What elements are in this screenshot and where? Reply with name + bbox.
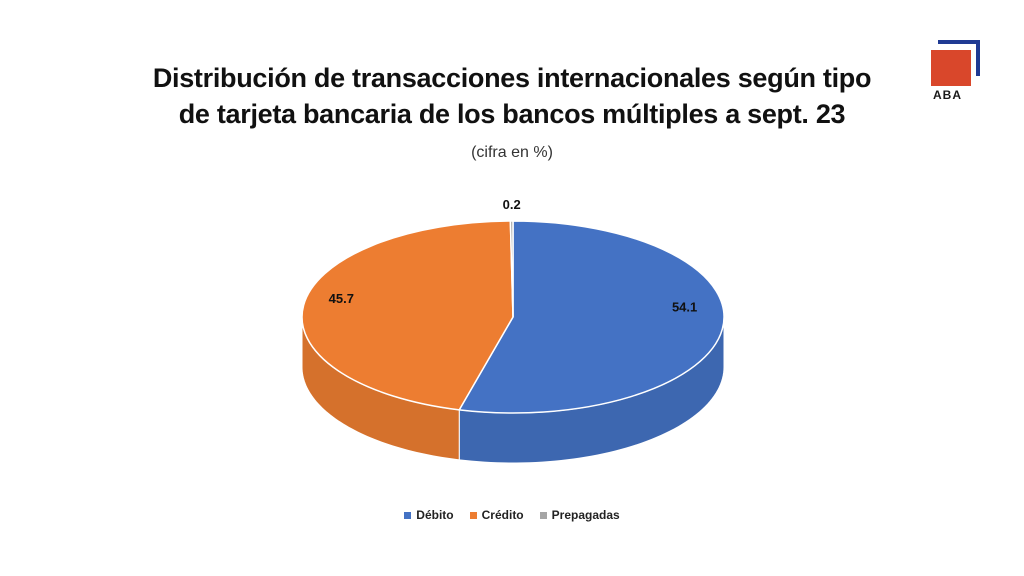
pie-slice-prepagadas [509,220,514,318]
legend-label-prepagadas: Prepagadas [551,508,620,522]
pie-slice-debito [458,220,725,414]
data-label-debito: 54.1 [672,299,697,314]
chart-title-line-1: Distribución de transacciones internacio… [152,63,872,93]
legend-item-credito: Crédito [469,508,524,522]
logo-square-icon [931,50,971,86]
aba-logo: ABA [925,40,985,102]
logo-text: ABA [933,88,962,102]
data-label-credito: 45.7 [329,291,354,306]
logo-frame-icon [938,40,980,76]
legend-label-debito: Débito [416,508,454,522]
legend-swatch-debito [404,511,412,519]
legend-item-debito: Débito [404,508,454,522]
pie-slice-credito [301,220,514,411]
legend-label-credito: Crédito [481,508,524,522]
chart-subtitle: (cifra en %) [471,144,553,161]
data-label-prepagadas: 0.2 [503,197,521,212]
chart-legend: Débito Crédito Prepagadas [0,508,1024,522]
legend-swatch-prepagadas [539,511,547,519]
legend-swatch-credito [469,511,477,519]
legend-item-prepagadas: Prepagadas [539,508,620,522]
chart-title-line-2: de tarjeta bancaria de los bancos múltip… [178,99,846,129]
chart-title: Distribución de transacciones internacio… [0,60,1024,132]
